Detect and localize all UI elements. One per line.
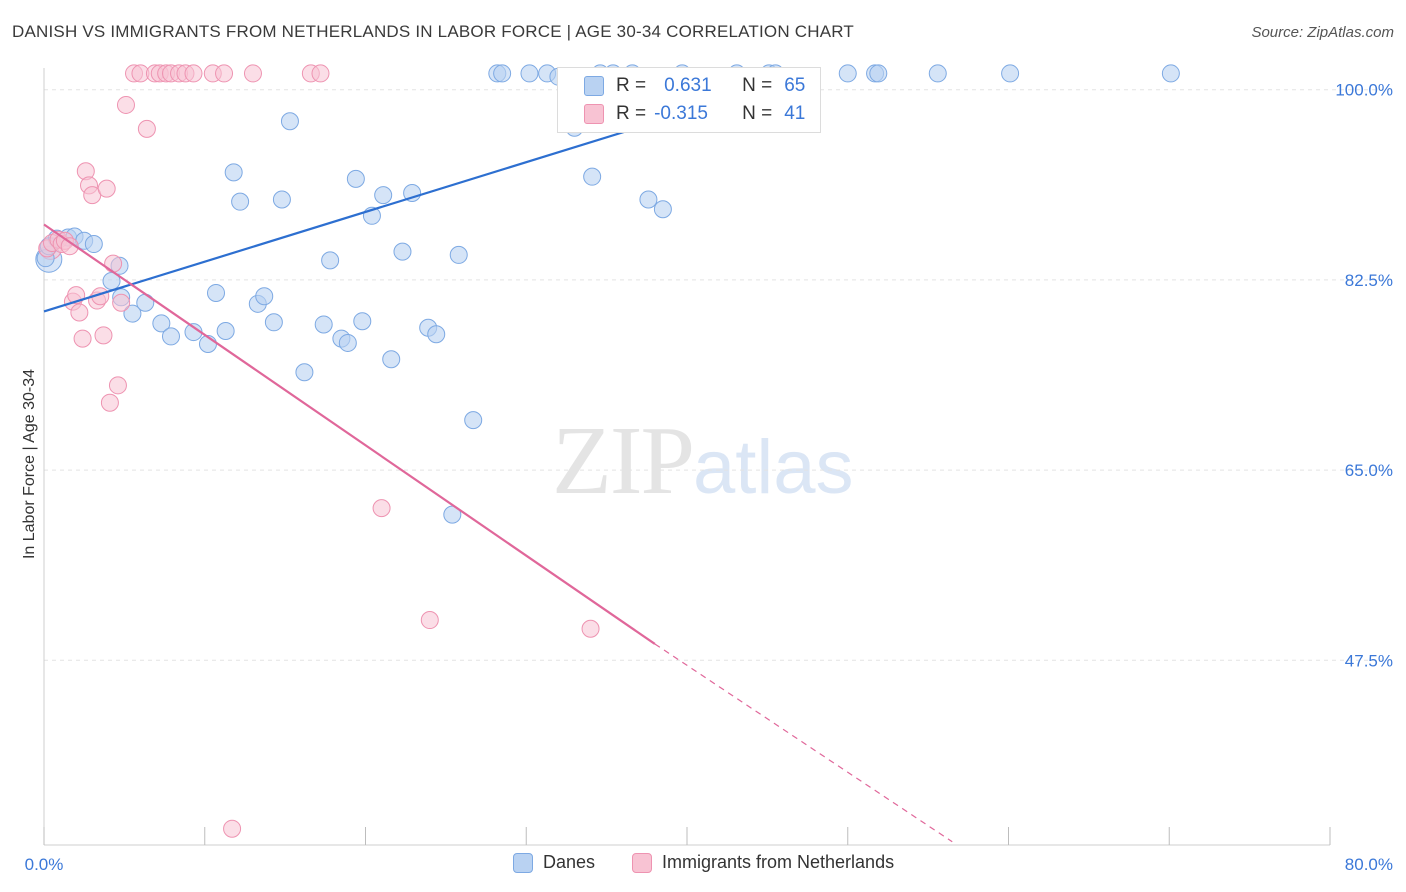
danes-point [224,163,243,182]
y-tick-label: 47.5% [1345,651,1393,670]
danes-point [653,200,672,219]
chart-source: Source: ZipAtlas.com [1251,24,1394,41]
danes-point [338,333,357,352]
r-label: R = [616,75,647,96]
danes-point [449,245,468,264]
danes-point [84,235,103,254]
danes-legend-swatch [513,852,533,873]
danes-point [838,64,857,83]
y-tick-label: 65.0% [1345,461,1393,480]
x-tick-label: 80.0% [1345,855,1393,874]
danes-point [374,186,393,205]
netherlands-point [420,611,439,630]
netherlands-point [243,64,262,83]
danes-point [207,283,226,302]
correlation-legend: R = 0.631 N = 65 R = -0.315 N = 41 [557,67,821,133]
danes-point [1001,64,1020,83]
danes-point [123,304,142,323]
danes-point [583,167,602,186]
danes-point [464,411,483,430]
netherlands-n-value: 41 [784,103,806,124]
stat-row-netherlands: R = -0.315 N = 41 [584,102,805,126]
netherlands-point [311,64,330,83]
danes-point [272,190,291,209]
danes-point [136,293,155,312]
r-label: R = [616,103,647,124]
legend-label-danes: Danes [543,852,596,872]
x-tick-label: 0.0% [25,855,64,874]
chart-title: DANISH VS IMMIGRANTS FROM NETHERLANDS IN… [12,22,854,41]
netherlands-point [581,619,600,638]
danes-point [264,313,283,332]
danes-point [216,321,235,340]
netherlands-point [184,64,203,83]
netherlands-point [215,64,234,83]
danes-point [321,251,340,270]
danes-point [639,190,658,209]
danes-point [280,112,299,131]
danes-point [255,287,274,306]
netherlands-point [94,326,113,345]
y-tick-label: 82.5% [1345,271,1393,290]
netherlands-trendline-extension [654,643,953,843]
danes-point [152,314,171,333]
netherlands-point [137,119,156,138]
danes-point [314,315,333,334]
n-label: N = [742,103,773,124]
danes-r-value: 0.631 [664,75,712,96]
danes-point [869,64,888,83]
danes-swatch [584,76,604,96]
netherlands-point [108,376,127,395]
danes-point [231,192,250,211]
netherlands-point [73,329,92,348]
netherlands-trendline [43,223,656,645]
netherlands-point [223,819,242,838]
legend-label-netherlands: Immigrants from Netherlands [662,852,895,872]
netherlands-r-value: -0.315 [654,103,708,124]
netherlands-point [70,303,89,322]
n-label: N = [742,75,773,96]
netherlands-point [372,499,391,518]
stat-row-danes: R = 0.631 N = 65 [584,74,805,98]
watermark-atlas: atlas [693,425,854,510]
danes-point [427,325,446,344]
watermark: ZIPatlas [552,405,854,517]
netherlands-point [116,95,135,114]
legend-item-danes[interactable]: Danes [513,852,595,873]
danes-point [295,363,314,382]
danes-point [382,350,401,369]
watermark-zip: ZIP [552,407,695,515]
danes-point [393,242,412,261]
series-legend: Danes Immigrants from Netherlands [0,852,1406,878]
danes-point [520,64,539,83]
danes-point [346,169,365,188]
y-tick-label: 100.0% [1335,81,1393,100]
netherlands-point [112,293,131,312]
legend-item-netherlands[interactable]: Immigrants from Netherlands [632,852,894,873]
danes-n-value: 65 [784,75,806,96]
danes-point [493,64,512,83]
netherlands-point [60,237,79,256]
danes-point [161,327,180,346]
danes-point [353,312,372,331]
danes-point [1161,64,1180,83]
netherlands-swatch [584,104,604,124]
danes-point [928,64,947,83]
netherlands-point [100,393,119,412]
netherlands-point [97,179,116,198]
netherlands-legend-swatch [632,852,652,873]
netherlands-point [104,254,123,273]
